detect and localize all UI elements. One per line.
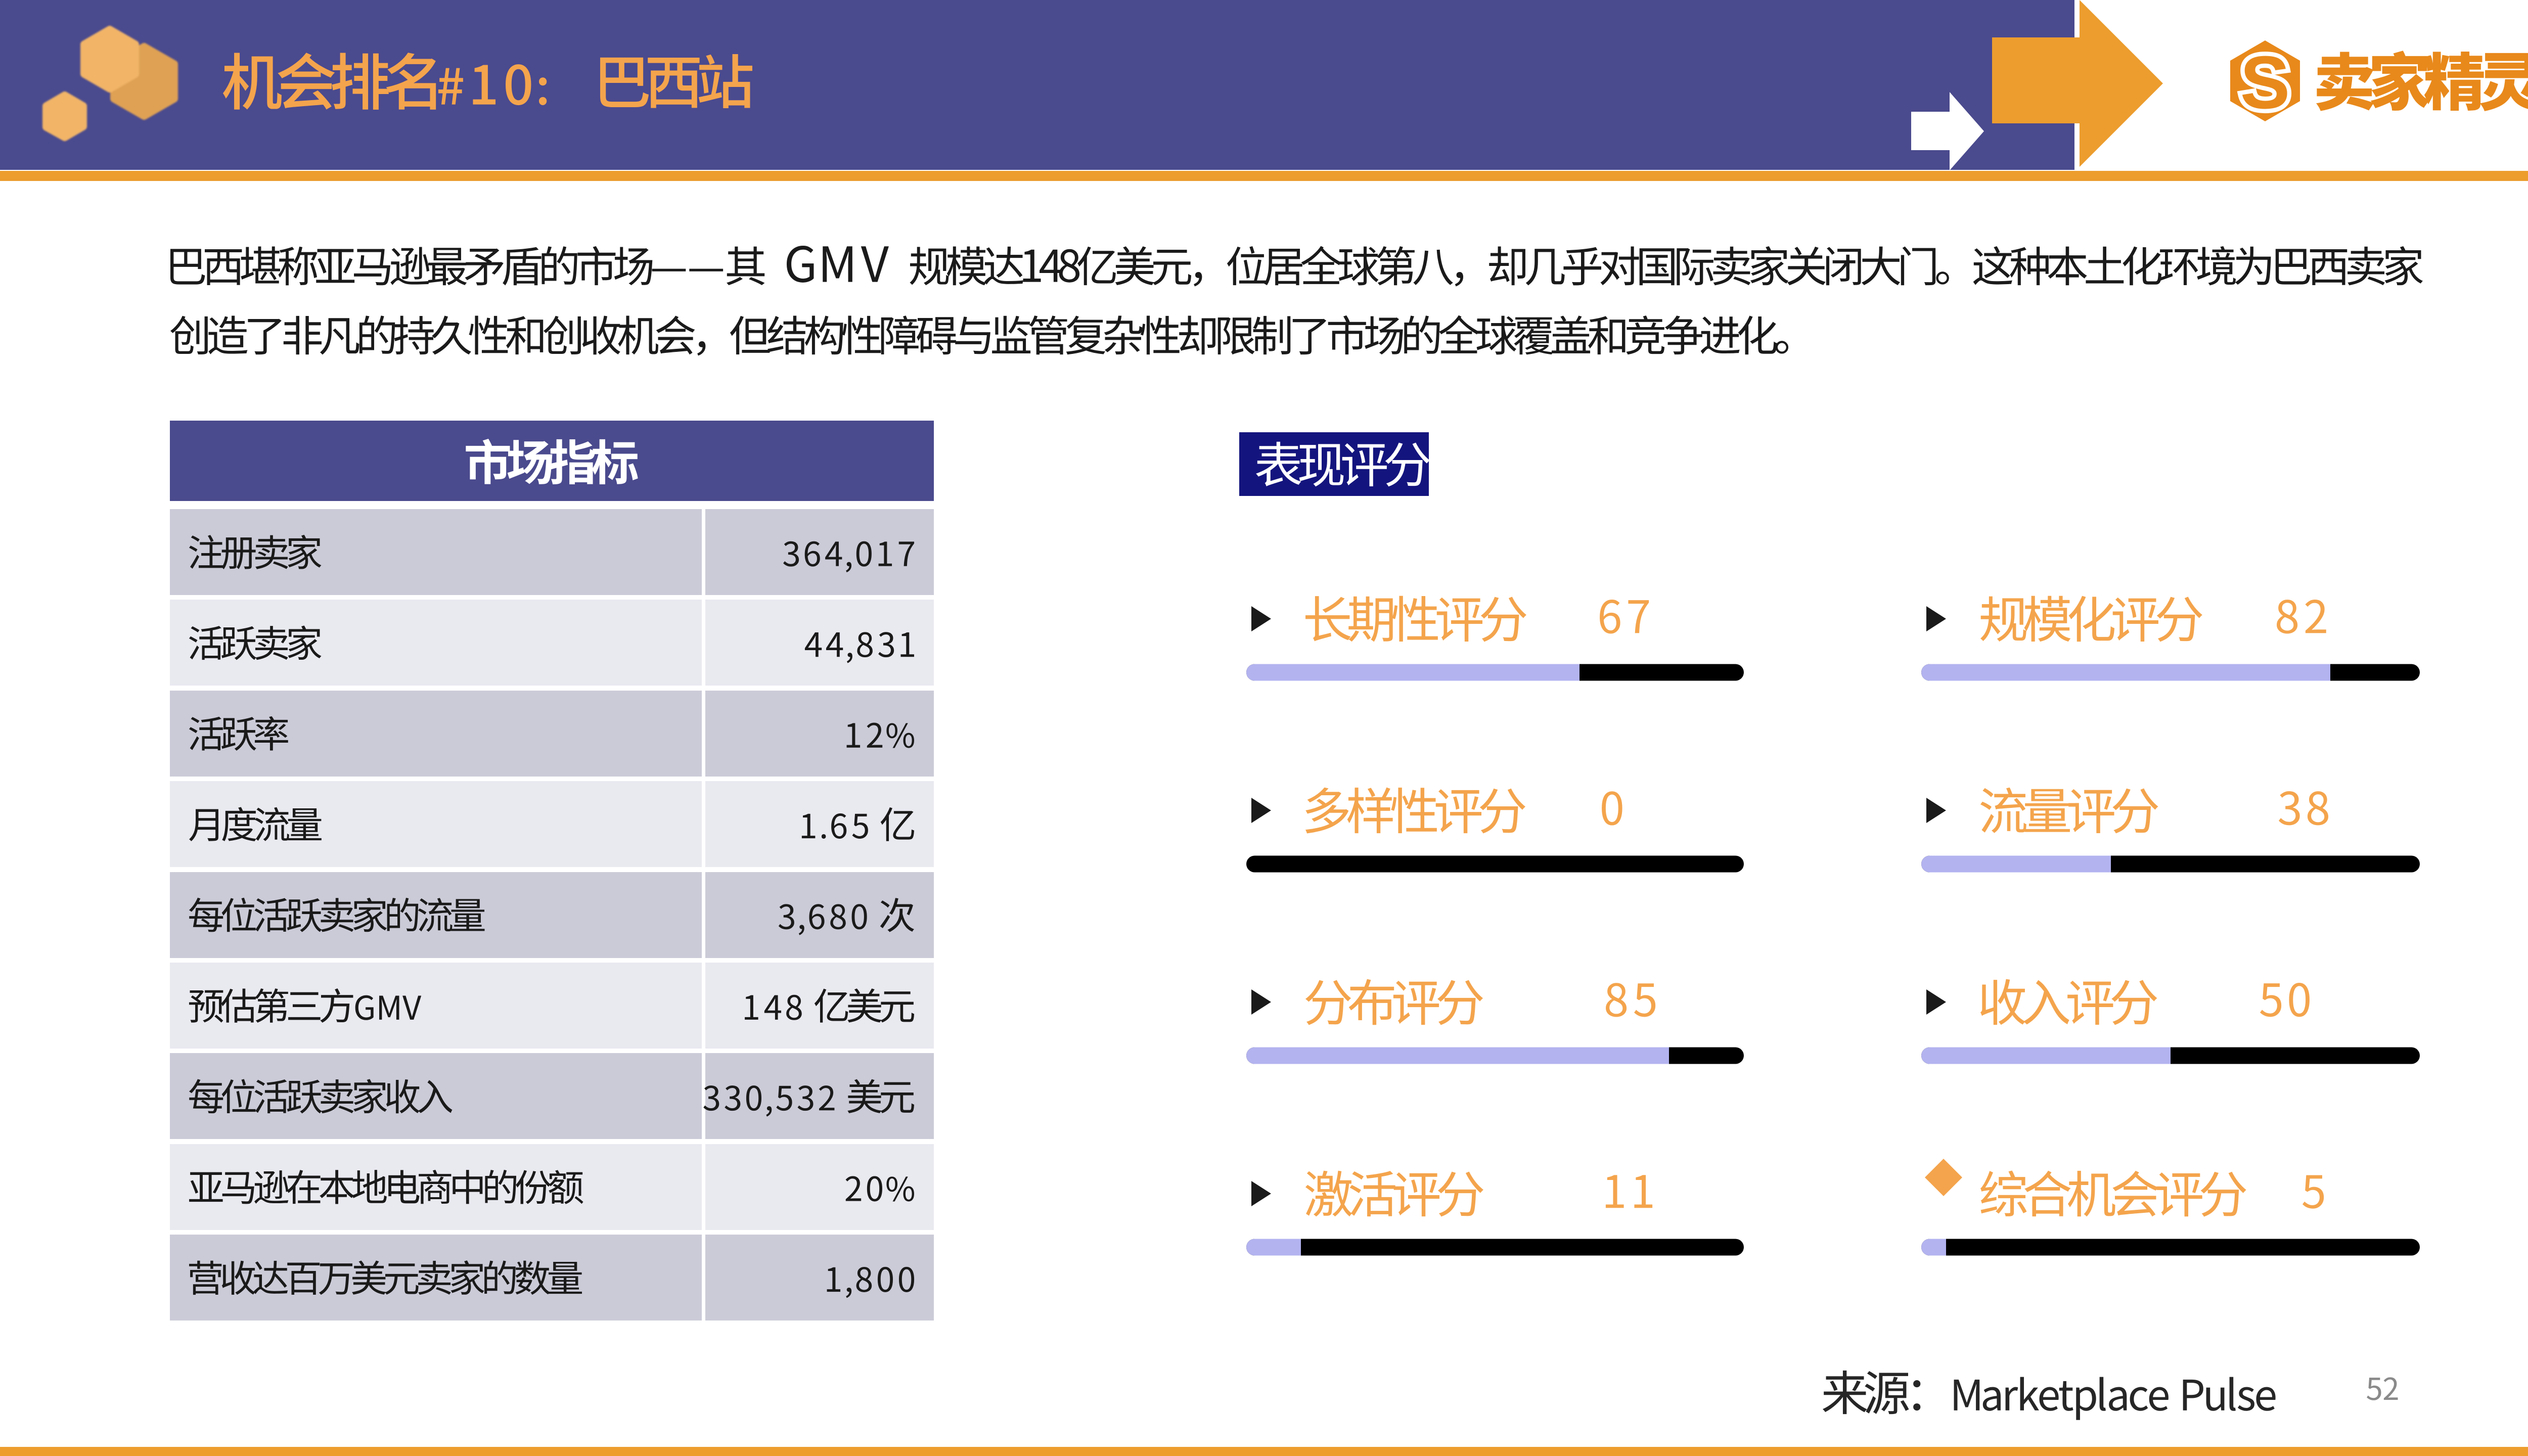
- svg-text:S: S: [2240, 41, 2290, 124]
- svg-text:S: S: [2240, 41, 2290, 124]
